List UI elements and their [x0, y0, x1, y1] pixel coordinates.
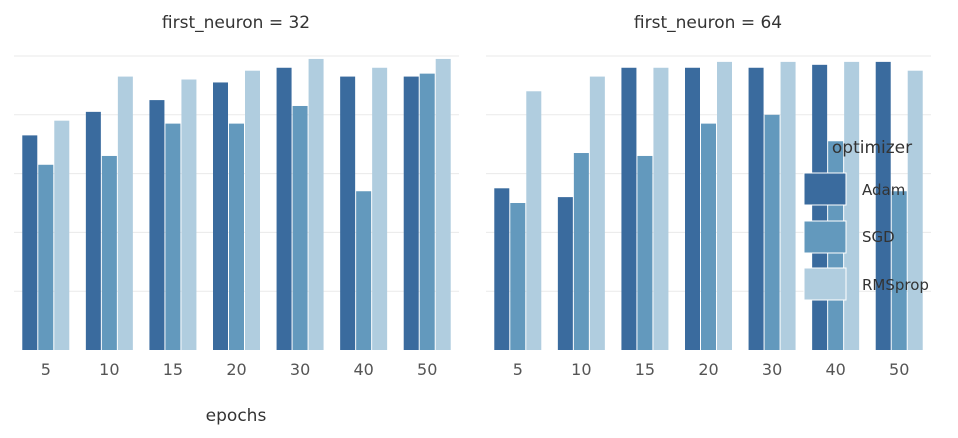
x-tick-label-p1-15: 15 [635, 360, 655, 379]
bar-rmsprop-p0-10 [117, 76, 133, 350]
x-tick-label-p0-50: 50 [417, 360, 437, 379]
bar-rmsprop-p0-50 [435, 58, 451, 350]
bar-adam-p1-5 [494, 188, 510, 350]
panel-title-left: first_neuron = 32 [162, 13, 310, 33]
x-tick-label-p1-40: 40 [825, 360, 845, 379]
legend-swatch-adam [803, 172, 847, 206]
bar-sgd-p1-5 [510, 203, 526, 350]
bar-sgd-p1-50 [891, 191, 907, 350]
bar-sgd-p0-10 [101, 155, 117, 350]
x-tick-label-p1-5: 5 [513, 360, 523, 379]
bar-adam-p1-20 [685, 67, 700, 350]
bar-rmsprop-p1-50 [907, 70, 923, 350]
legend-swatch-sgd [803, 220, 847, 254]
bar-sgd-p0-20 [229, 123, 244, 351]
bar-adam-p1-30 [748, 67, 764, 350]
x-axis-label: epochs [206, 406, 267, 426]
x-tick-label-p1-10: 10 [571, 360, 591, 379]
legend-swatch-rmsprop [803, 267, 847, 301]
x-tick-labels: 5 10 15 20 30 40 50 5 10 15 20 30 40 50 [41, 360, 910, 379]
bar-rmsprop-p1-10 [589, 76, 605, 350]
x-tick-label-p0-15: 15 [163, 360, 183, 379]
bar-rmsprop-p0-15 [181, 79, 197, 351]
x-tick-label-p0-40: 40 [353, 360, 373, 379]
bar-sgd-p1-30 [764, 114, 780, 350]
bar-rmsprop-p1-5 [526, 91, 542, 350]
bar-adam-p0-50 [403, 76, 419, 350]
bar-rmsprop-p0-30 [308, 58, 324, 350]
bar-sgd-p0-50 [419, 73, 435, 350]
x-tick-label-p1-20: 20 [698, 360, 718, 379]
legend-label-sgd: SGD [862, 228, 895, 246]
x-tick-label-p1-30: 30 [762, 360, 782, 379]
legend-label-rmsprop: RMSprop [862, 276, 929, 294]
bar-adam-p1-40 [812, 64, 828, 350]
bar-rmsprop-p1-15 [653, 67, 669, 350]
bar-sgd-p0-5 [38, 164, 54, 350]
bar-sgd-p0-30 [292, 105, 308, 350]
bar-sgd-p1-20 [701, 123, 716, 351]
bar-sgd-p1-10 [573, 153, 589, 350]
x-tick-label-p0-30: 30 [290, 360, 310, 379]
bar-adam-p1-50 [875, 61, 891, 350]
bar-adam-p0-10 [85, 111, 101, 350]
bar-rmsprop-p0-20 [245, 70, 260, 350]
bar-rmsprop-p1-20 [717, 61, 732, 350]
bar-adam-p0-5 [22, 135, 38, 350]
legend-title: optimizer [832, 138, 912, 158]
bar-adam-p1-15 [621, 67, 637, 350]
bar-rmsprop-p1-30 [780, 61, 796, 350]
bar-adam-p1-10 [557, 197, 573, 350]
bar-rmsprop-p1-40 [844, 61, 860, 350]
bar-adam-p0-40 [340, 76, 356, 350]
bar-rmsprop-p0-5 [54, 120, 70, 351]
legend-label-adam: Adam [862, 181, 905, 199]
bar-adam-p0-20 [213, 82, 228, 351]
x-tick-label-p0-10: 10 [99, 360, 119, 379]
bar-adam-p0-30 [276, 67, 292, 350]
legend: optimizer Adam SGD RMSprop [803, 138, 929, 301]
bar-adam-p0-15 [149, 100, 165, 350]
x-tick-label-p0-20: 20 [226, 360, 246, 379]
bars [22, 58, 923, 351]
bar-rmsprop-p0-40 [372, 67, 388, 350]
x-tick-label-p0-5: 5 [41, 360, 51, 379]
bar-sgd-p0-15 [165, 123, 181, 351]
bar-sgd-p0-40 [356, 191, 372, 350]
x-tick-label-p1-50: 50 [889, 360, 909, 379]
bar-sgd-p1-15 [637, 155, 653, 350]
panel-title-right: first_neuron = 64 [634, 13, 782, 33]
